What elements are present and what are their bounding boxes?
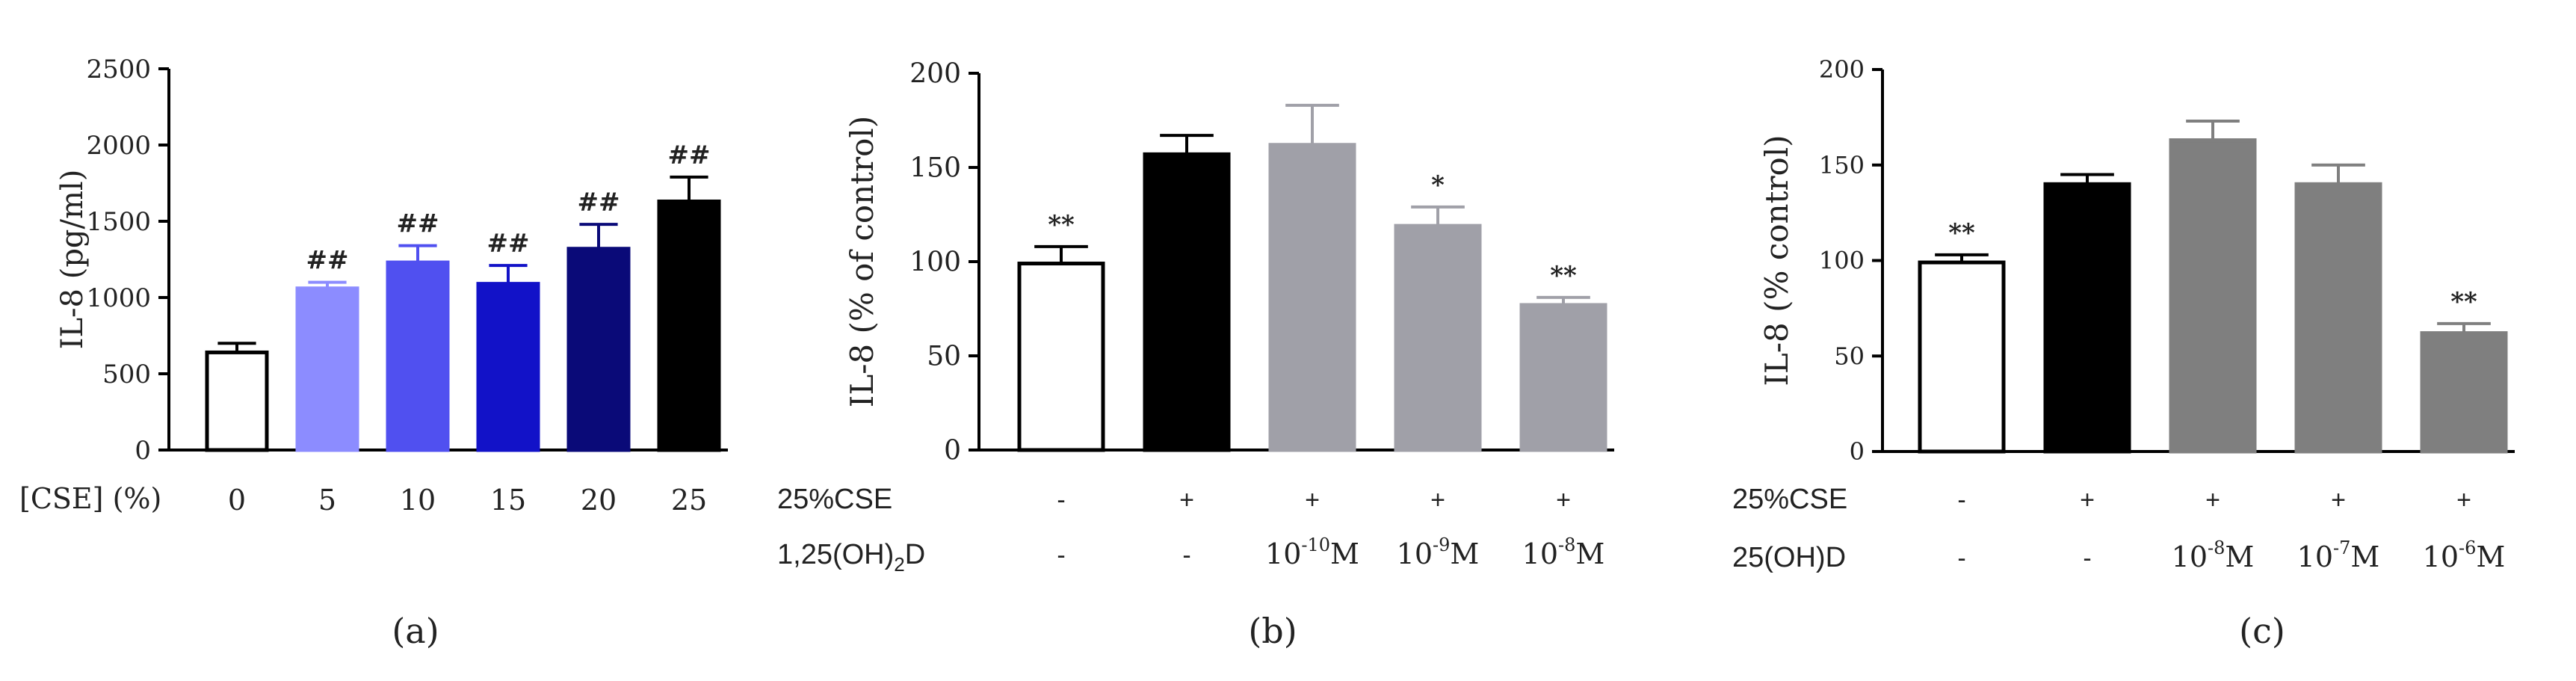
significance-label: ** [1948,218,1975,248]
y-tick-label: 500 [102,360,151,389]
row2-cell: - [1957,544,1965,573]
bar [476,282,540,452]
y-tick-label: 50 [927,342,961,372]
bar [295,286,359,452]
row1-cell: + [2080,486,2095,514]
y-tick-label: 1500 [86,207,151,237]
bar [386,260,450,452]
bar [2169,138,2257,454]
significance-label: ** [1048,210,1075,240]
x-tick-label: 15 [490,484,526,517]
y-tick-label: 200 [1819,55,1865,84]
significance-label: ** [1550,261,1577,291]
row2-cell: 10-7M [2297,537,2380,573]
y-tick-label: 200 [909,59,961,90]
row2-cell: 10-6M [2423,537,2506,573]
row2-cell: 10-8M [1522,534,1605,570]
row2-cell: - [1057,541,1065,570]
bar [566,247,631,452]
y-tick-label: 1000 [86,283,151,313]
row-label-cse: 25%CSE [777,484,892,515]
significance-label: ** [2450,287,2477,317]
y-tick-label: 2500 [86,55,151,84]
significance-label: ## [397,209,439,239]
y-axis-label: IL-8 (% control) [1758,135,1795,386]
y-tick-label: 150 [1819,151,1865,179]
bar [205,350,269,452]
bar [1519,303,1607,452]
bar [2420,331,2508,454]
panel-c-chart: 0 50 100 150 200 IL-8 (% control) ** ** 25%CSE 25… [1732,55,2515,651]
row1-cell: + [1556,486,1571,514]
bar [1918,260,2006,454]
row2-cell: - [1182,541,1190,570]
x-tick-label: 5 [318,484,336,517]
row1-cell: + [2205,486,2220,514]
panel-label: (c) [2239,611,2285,651]
panel-a-chart: 0 500 1000 1500 2000 2500 IL-8 (pg/ml) ## ## ## ##… [19,55,728,651]
y-tick-label: 100 [909,247,961,278]
significance-label: ## [306,246,349,276]
row2-cell: - [2083,544,2091,573]
row1-cell: - [1057,486,1065,514]
y-tick-label: 50 [1834,342,1865,370]
bar [1394,224,1482,452]
panel-label: (b) [1248,611,1297,651]
x-tick-label: 20 [581,484,617,517]
significance-label: * [1431,170,1445,200]
bar [1143,152,1231,452]
row1-cell: + [1179,486,1194,514]
panel-label: (a) [392,611,439,651]
row-label-vitamin-d: 1,25(OH)2D [777,539,925,576]
row1-cell: - [1957,486,1965,514]
significance-label: ## [668,141,711,170]
significance-label: ## [578,188,620,218]
row2-cell: 10-8M [2172,537,2255,573]
y-tick-label: 0 [1850,437,1865,466]
x-tick-label: 25 [671,484,707,517]
y-axis-label: IL-8 (% of control) [844,116,880,408]
bar [1017,262,1105,452]
bar [657,199,721,452]
x-tick-label: 0 [228,484,246,517]
row2-cell: 10-9M [1397,534,1480,570]
y-axis-label: IL-8 (pg/ml) [55,170,90,350]
bar [2294,182,2382,454]
y-tick-label: 0 [135,436,151,466]
row-label-vitamin-d: 25(OH)D [1732,542,1846,573]
x-axis-label: [CSE] (%) [19,482,161,515]
y-tick-label: 0 [944,436,961,466]
y-tick-label: 150 [909,153,961,184]
significance-label: ## [487,229,530,259]
row2-cell: 10-10M [1265,534,1359,570]
row1-cell: + [1305,486,1320,514]
y-tick-label: 100 [1819,247,1865,275]
row-label-cse: 25%CSE [1732,484,1847,515]
y-tick-label: 2000 [86,131,151,161]
bar [2043,182,2131,454]
row1-cell: + [2331,486,2346,514]
bar [1268,143,1356,452]
row1-cell: + [2456,486,2471,514]
x-tick-label: 10 [400,484,436,517]
row1-cell: + [1430,486,1445,514]
